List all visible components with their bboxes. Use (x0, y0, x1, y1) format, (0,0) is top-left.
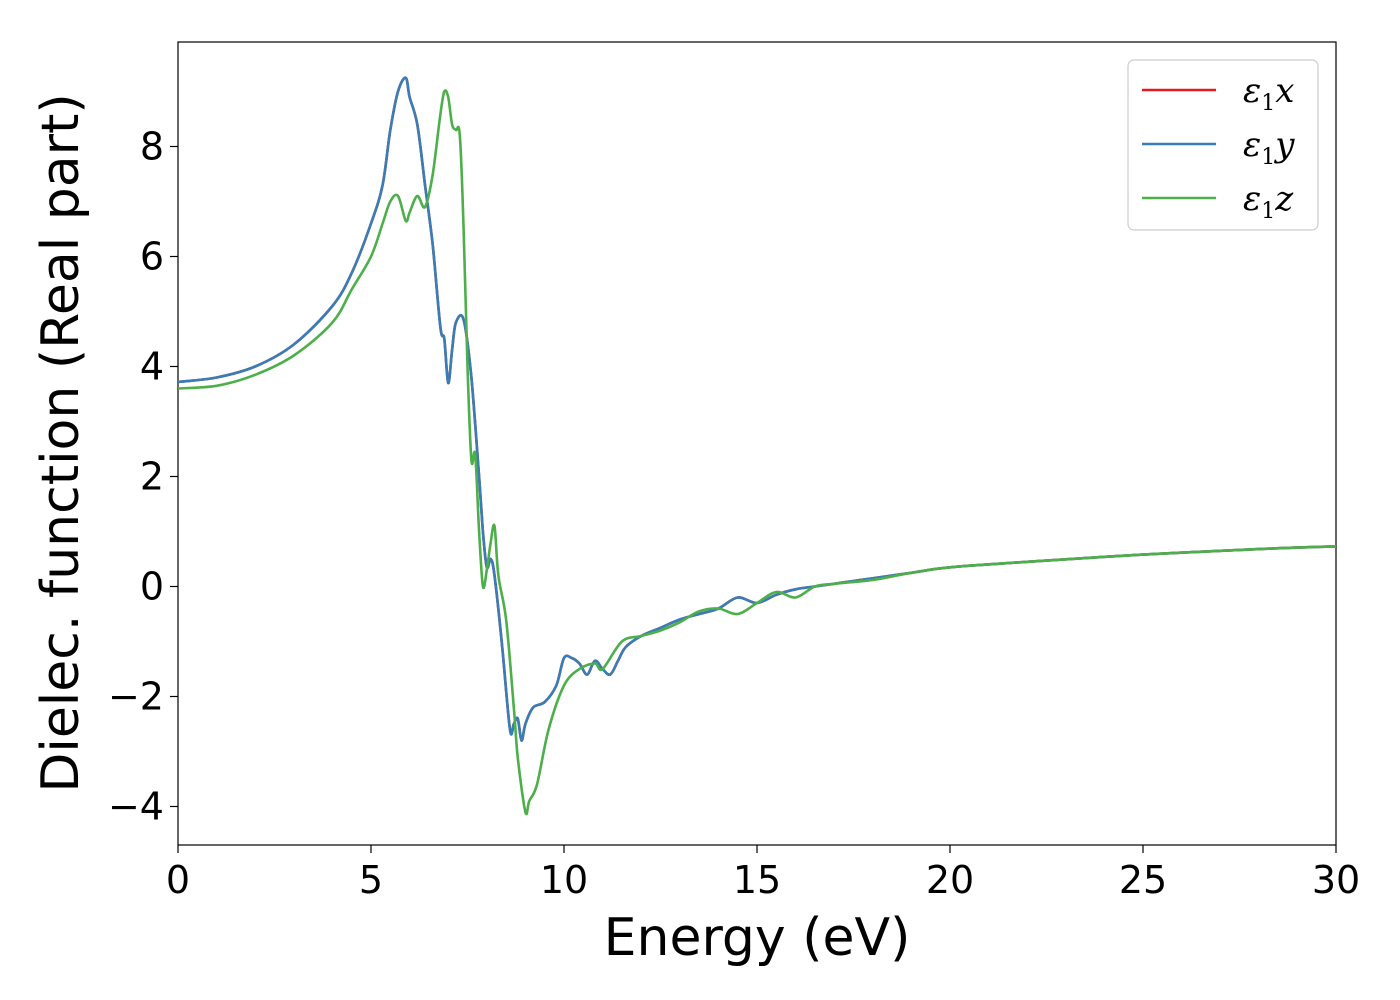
legend-box (1127, 59, 1319, 231)
x-tick-label: 30 (1312, 858, 1360, 902)
x-tick-label: 10 (540, 858, 588, 902)
legend-label-y: ε1y (1243, 125, 1295, 170)
y-tick-label: 8 (140, 125, 164, 169)
series-line-z (178, 89, 1336, 816)
y-tick-label: 6 (140, 235, 164, 279)
y-tick-label: −4 (108, 785, 164, 829)
x-tick-label: 0 (166, 858, 190, 902)
y-tick-label: −2 (108, 675, 164, 719)
series-line-y (178, 76, 1336, 742)
x-tick-label: 15 (733, 858, 781, 902)
x-tick-label: 5 (359, 858, 383, 902)
x-tick-label: 25 (1119, 858, 1167, 902)
y-axis-title: Dielec. function (Real part) (31, 93, 91, 792)
y-tick-label: 0 (140, 565, 164, 609)
y-tick-label: 2 (140, 455, 164, 499)
legend: ε1x ε1y ε1z (1127, 59, 1319, 231)
x-tick-label: 20 (926, 858, 974, 902)
legend-label-z: ε1z (1243, 179, 1294, 224)
y-tick-label: 4 (140, 345, 164, 389)
legend-label-x: ε1x (1243, 71, 1294, 116)
x-axis-title: Energy (eV) (604, 908, 911, 968)
